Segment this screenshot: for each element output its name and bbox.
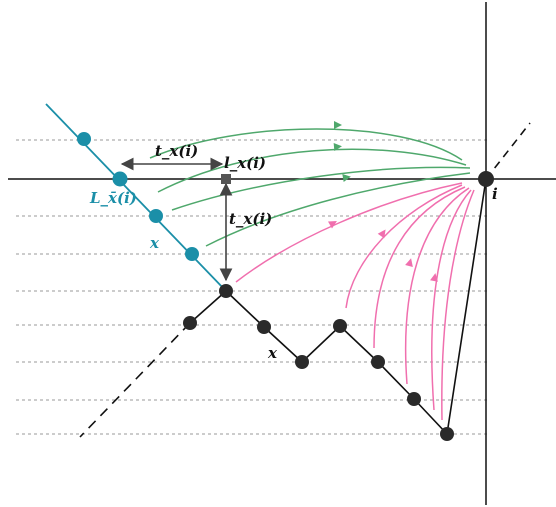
- pink-flow-curve: [404, 187, 470, 385]
- node-i: [478, 171, 494, 187]
- teal-node: [149, 209, 163, 223]
- black-nodes: [183, 171, 494, 441]
- lx-marker: [221, 174, 231, 184]
- label-L-xbar: L_x̄(i): [89, 189, 137, 207]
- black-node: [183, 316, 197, 330]
- green-flows: [149, 128, 471, 247]
- green-arrowhead: [333, 143, 342, 151]
- teal-nodes: [77, 132, 199, 261]
- black-node: [333, 319, 347, 333]
- pink-arrowhead: [377, 229, 386, 239]
- pink-flow-curve: [431, 189, 472, 411]
- black-node: [219, 284, 233, 298]
- label-x-teal: x: [149, 234, 160, 252]
- pink-flow-curve: [373, 186, 466, 349]
- dashed-extension-upper: [485, 122, 531, 180]
- teal-line: [45, 103, 227, 292]
- pink-flow-curve: [441, 189, 475, 421]
- label-lx: l_x(i): [224, 154, 266, 172]
- teal-node: [77, 132, 91, 146]
- pink-flows: [235, 182, 475, 421]
- pink-arrowheads: [328, 221, 438, 282]
- green-flow-curve: [205, 172, 471, 247]
- green-arrowhead: [334, 121, 342, 129]
- pink-arrowhead: [405, 258, 413, 268]
- dashed-extension-lower: [79, 322, 191, 438]
- teal-node: [112, 171, 128, 187]
- pink-arrowhead: [430, 273, 438, 282]
- label-tx-horizontal: t_x(i): [155, 142, 198, 160]
- pink-arrowhead: [328, 221, 337, 229]
- pink-flow-curve: [235, 182, 463, 283]
- black-node: [257, 320, 271, 334]
- label-i: i: [492, 185, 498, 203]
- green-flow-curve: [171, 166, 471, 211]
- green-flow-curve: [157, 148, 467, 193]
- black-node: [295, 355, 309, 369]
- grid-lines: [16, 139, 490, 435]
- black-node: [440, 427, 454, 441]
- pink-flow-curve: [345, 184, 463, 309]
- green-flow-curve: [149, 128, 463, 161]
- green-arrowheads: [333, 121, 351, 182]
- green-arrowhead: [342, 174, 351, 182]
- label-x-black: x: [267, 344, 278, 362]
- teal-node: [185, 247, 199, 261]
- black-node: [371, 355, 385, 369]
- label-tx-vertical: t_x(i): [229, 210, 272, 228]
- black-node: [407, 392, 421, 406]
